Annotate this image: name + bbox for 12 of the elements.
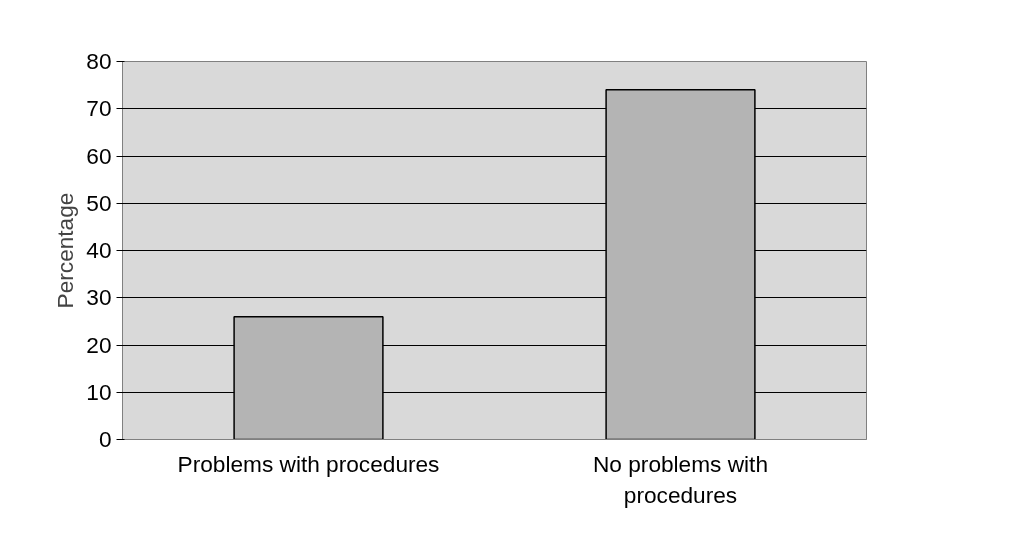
y-axis-title: Percentage: [52, 192, 79, 309]
x-tick-label: Problems with procedures: [177, 450, 440, 477]
y-tick-label: 50: [86, 189, 112, 216]
y-tick-label: 0: [98, 426, 112, 452]
y-tick-label: 70: [86, 95, 112, 122]
y-tick-label: 20: [86, 331, 112, 358]
y-tick-label: 30: [86, 284, 112, 311]
y-tick-label: 60: [86, 142, 112, 169]
y-tick-label: 10: [86, 378, 112, 405]
x-tick-label: No problems with procedures: [592, 450, 769, 508]
y-tick-label: 80: [86, 48, 112, 74]
y-tick-label: 40: [86, 237, 112, 263]
